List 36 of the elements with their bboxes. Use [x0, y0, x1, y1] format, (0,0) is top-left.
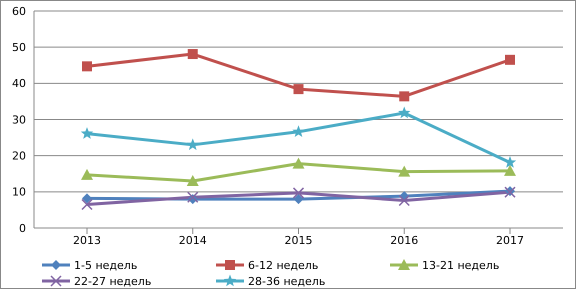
x-tick-label: 2015: [284, 234, 312, 247]
point: [398, 194, 410, 206]
y-tick-label: 40: [12, 77, 26, 90]
legend-label: 6-12 недель: [248, 258, 318, 272]
point: [186, 138, 199, 150]
y-tick-label: 20: [12, 150, 26, 163]
y-tick-label: 10: [12, 186, 26, 199]
x-tick-label: 2014: [178, 234, 207, 247]
y-tick-label: 30: [12, 113, 26, 126]
point: [292, 187, 304, 199]
legend-label: 1-5 недель: [74, 258, 138, 272]
point: [398, 106, 410, 118]
y-tick-label: 60: [12, 4, 26, 18]
point: [398, 166, 410, 177]
legend-label: 28-36 недель: [248, 274, 326, 288]
point: [80, 127, 94, 139]
point: [82, 61, 92, 72]
x-tick-label: 2016: [390, 234, 418, 247]
point: [186, 174, 199, 186]
legend-label: 22-27 недель: [74, 274, 152, 288]
point: [505, 54, 515, 65]
x-tick-label: 2017: [496, 234, 524, 247]
point: [292, 158, 304, 169]
y-tick-label: 50: [12, 41, 26, 54]
point: [504, 164, 516, 176]
point: [187, 192, 198, 204]
point: [294, 194, 304, 204]
legend-label: 13-21 недель: [422, 258, 500, 272]
point: [82, 193, 92, 204]
y-tick-label: 0: [19, 222, 26, 235]
point: [81, 168, 93, 180]
point: [294, 84, 304, 94]
x-tick-label: 2013: [73, 234, 101, 247]
point: [399, 91, 410, 102]
point: [81, 198, 93, 210]
point: [188, 49, 198, 60]
